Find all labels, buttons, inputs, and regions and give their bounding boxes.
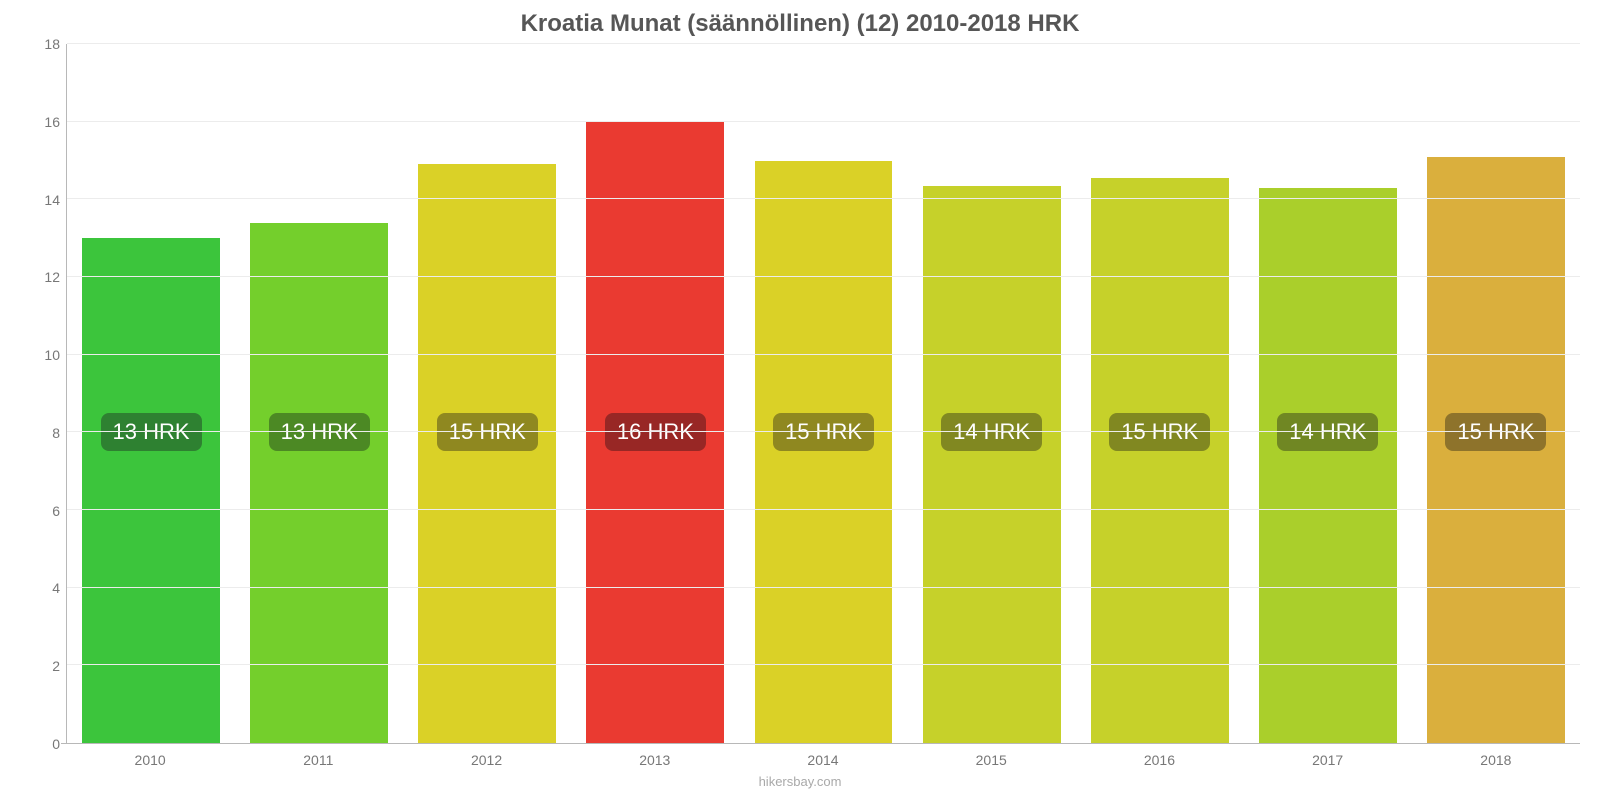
y-tick-label: 6 bbox=[20, 503, 60, 519]
gridline bbox=[67, 664, 1580, 665]
bar-column: 15 HRK bbox=[739, 44, 907, 743]
x-tick-label: 2014 bbox=[739, 752, 907, 768]
x-tick-label: 2017 bbox=[1244, 752, 1412, 768]
y-axis: 024681012141618 bbox=[20, 44, 66, 744]
y-tick-label: 16 bbox=[20, 114, 60, 130]
x-tick-label: 2018 bbox=[1412, 752, 1580, 768]
bar bbox=[1259, 188, 1397, 743]
y-tick-label: 0 bbox=[20, 736, 60, 752]
bars-group: 13 HRK13 HRK15 HRK16 HRK15 HRK14 HRK15 H… bbox=[67, 44, 1580, 743]
y-tick-label: 2 bbox=[20, 658, 60, 674]
chart-title: Kroatia Munat (säännöllinen) (12) 2010-2… bbox=[20, 10, 1580, 38]
gridline bbox=[67, 354, 1580, 355]
gridline bbox=[67, 43, 1580, 44]
chart-container: Kroatia Munat (säännöllinen) (12) 2010-2… bbox=[20, 10, 1580, 780]
gridline bbox=[67, 587, 1580, 588]
attribution-text: hikersbay.com bbox=[20, 774, 1580, 789]
x-tick-label: 2016 bbox=[1075, 752, 1243, 768]
x-tick-label: 2012 bbox=[402, 752, 570, 768]
x-tick-label: 2015 bbox=[907, 752, 1075, 768]
bar bbox=[923, 186, 1061, 743]
x-tick-label: 2013 bbox=[571, 752, 739, 768]
y-tick-label: 12 bbox=[20, 269, 60, 285]
x-tick-label: 2010 bbox=[66, 752, 234, 768]
gridline bbox=[67, 121, 1580, 122]
plot-inner: 13 HRK13 HRK15 HRK16 HRK15 HRK14 HRK15 H… bbox=[66, 44, 1580, 744]
y-tick-label: 4 bbox=[20, 580, 60, 596]
bar-column: 14 HRK bbox=[1244, 44, 1412, 743]
bar bbox=[82, 238, 220, 743]
bar-column: 13 HRK bbox=[67, 44, 235, 743]
x-tick-label: 2011 bbox=[234, 752, 402, 768]
bar-column: 14 HRK bbox=[908, 44, 1076, 743]
x-axis: 201020112012201320142015201620172018 bbox=[66, 752, 1580, 768]
gridline bbox=[67, 509, 1580, 510]
bar-column: 13 HRK bbox=[235, 44, 403, 743]
bar bbox=[418, 164, 556, 743]
bar-column: 15 HRK bbox=[1412, 44, 1580, 743]
y-tick-label: 18 bbox=[20, 36, 60, 52]
y-tick-label: 14 bbox=[20, 192, 60, 208]
bar bbox=[1091, 178, 1229, 743]
gridline bbox=[67, 431, 1580, 432]
gridline bbox=[67, 198, 1580, 199]
y-tick-label: 10 bbox=[20, 347, 60, 363]
bar-column: 16 HRK bbox=[571, 44, 739, 743]
bar bbox=[755, 161, 893, 744]
y-tick-label: 8 bbox=[20, 425, 60, 441]
gridline bbox=[67, 276, 1580, 277]
bar-column: 15 HRK bbox=[1076, 44, 1244, 743]
bar-column: 15 HRK bbox=[403, 44, 571, 743]
axis-origin-tick bbox=[61, 743, 67, 744]
plot-area: 024681012141618 13 HRK13 HRK15 HRK16 HRK… bbox=[20, 44, 1580, 744]
